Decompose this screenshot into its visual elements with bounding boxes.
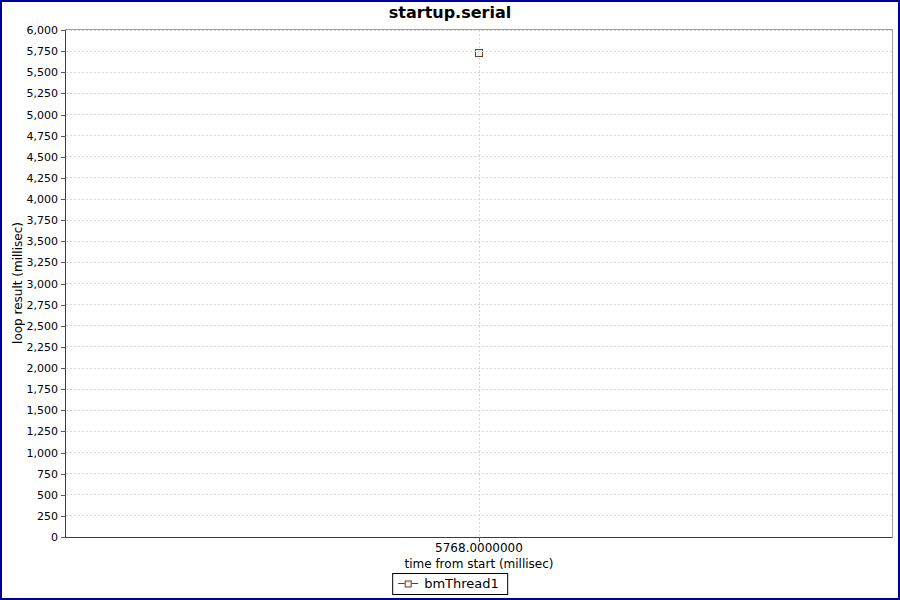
y-tick-mark: [61, 178, 66, 179]
legend: bmThread1: [392, 573, 508, 595]
y-gridline: [66, 241, 892, 242]
y-tick-label: 4,500: [27, 150, 59, 163]
y-tick-label: 1,250: [27, 425, 59, 438]
y-tick-mark: [61, 284, 66, 285]
y-tick-label: 2,500: [27, 319, 59, 332]
y-tick-mark: [61, 262, 66, 263]
y-tick-label: 4,250: [27, 171, 59, 184]
y-tick-mark: [61, 51, 66, 52]
y-tick-mark: [61, 347, 66, 348]
y-gridline: [66, 262, 892, 263]
y-tick-label: 4,750: [27, 129, 59, 142]
y-tick-label: 1,500: [27, 404, 59, 417]
y-tick-mark: [61, 305, 66, 306]
y-tick-label: 5,250: [27, 87, 59, 100]
chart-title: startup.serial: [2, 3, 898, 22]
y-tick-mark: [61, 93, 66, 94]
y-tick-label: 2,250: [27, 340, 59, 353]
y-tick-label: 1,000: [27, 446, 59, 459]
y-tick-mark: [61, 220, 66, 221]
y-tick-mark: [61, 474, 66, 475]
y-gridline: [66, 93, 892, 94]
y-gridline: [66, 346, 892, 347]
plot-area[interactable]: 02505007501,0001,2501,5001,7502,0002,250…: [65, 29, 893, 538]
y-gridline: [66, 283, 892, 284]
y-gridline: [66, 220, 892, 221]
y-tick-mark: [61, 537, 66, 538]
y-gridline: [66, 515, 892, 516]
y-gridline: [66, 473, 892, 474]
y-gridline: [66, 304, 892, 305]
y-tick-mark: [61, 389, 66, 390]
y-gridline: [66, 325, 892, 326]
y-gridline: [66, 199, 892, 200]
y-tick-mark: [61, 410, 66, 411]
y-tick-label: 250: [37, 509, 58, 522]
y-gridline: [66, 114, 892, 115]
y-tick-mark: [61, 199, 66, 200]
y-tick-mark: [61, 516, 66, 517]
y-tick-mark: [61, 157, 66, 158]
y-tick-label: 2,000: [27, 362, 59, 375]
y-gridline: [66, 452, 892, 453]
y-tick-mark: [61, 136, 66, 137]
chart-window: startup.serial 02505007501,0001,2501,500…: [0, 0, 900, 600]
y-gridline: [66, 135, 892, 136]
y-tick-mark: [61, 72, 66, 73]
y-tick-label: 5,750: [27, 45, 59, 58]
y-tick-label: 1,750: [27, 383, 59, 396]
y-tick-label: 0: [51, 531, 58, 544]
y-gridline: [66, 389, 892, 390]
y-tick-label: 750: [37, 467, 58, 480]
y-tick-mark: [61, 368, 66, 369]
y-gridline: [66, 368, 892, 369]
y-gridline: [66, 494, 892, 495]
y-tick-label: 3,000: [27, 277, 59, 290]
x-axis-label: time from start (millisec): [65, 557, 893, 571]
y-tick-label: 5,000: [27, 108, 59, 121]
y-gridline: [66, 177, 892, 178]
y-tick-mark: [61, 453, 66, 454]
y-gridline: [66, 156, 892, 157]
y-tick-mark: [61, 115, 66, 116]
y-gridline: [66, 72, 892, 73]
y-tick-label: 5,500: [27, 66, 59, 79]
series-marker-icon: [398, 579, 418, 588]
x-tick-label: 5768.0000000: [65, 541, 893, 555]
y-gridline: [66, 30, 892, 31]
y-tick-mark: [61, 30, 66, 31]
y-tick-mark: [61, 495, 66, 496]
y-tick-label: 3,250: [27, 256, 59, 269]
y-tick-label: 3,750: [27, 214, 59, 227]
series-square-icon: [405, 580, 412, 587]
y-tick-label: 2,750: [27, 298, 59, 311]
y-gridline: [66, 431, 892, 432]
y-tick-mark: [61, 431, 66, 432]
y-tick-label: 500: [37, 488, 58, 501]
y-tick-label: 3,500: [27, 235, 59, 248]
y-axis-label: loop result (millisec): [11, 222, 25, 344]
y-tick-mark: [61, 241, 66, 242]
y-gridline: [66, 410, 892, 411]
legend-label: bmThread1: [424, 576, 499, 591]
y-gridline: [66, 51, 892, 52]
y-tick-label: 6,000: [27, 24, 59, 37]
y-tick-label: 4,000: [27, 193, 59, 206]
y-tick-mark: [61, 326, 66, 327]
